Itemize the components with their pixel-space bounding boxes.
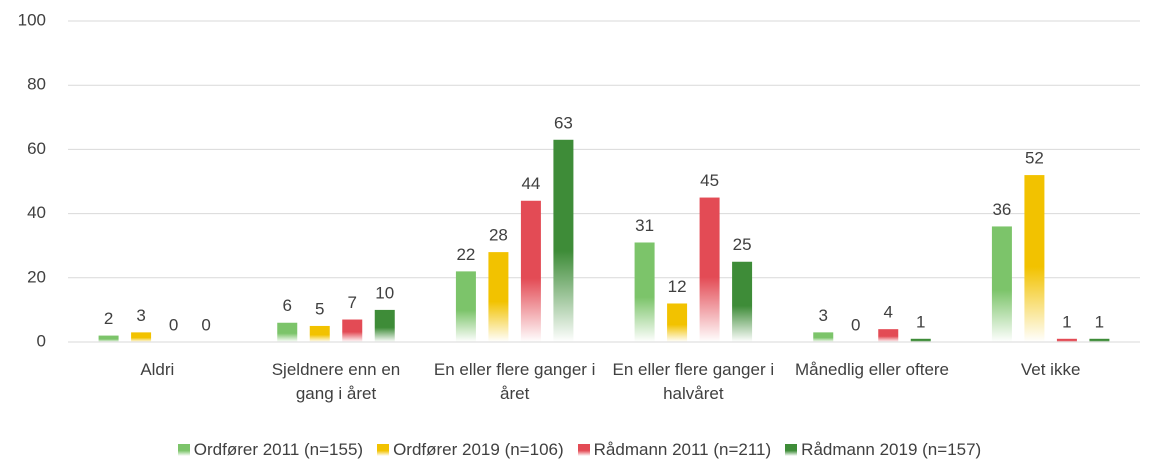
data-label: 52 <box>1025 149 1044 168</box>
bar <box>374 309 395 342</box>
legend-swatch <box>377 444 390 456</box>
data-label: 3 <box>136 306 145 325</box>
bar <box>553 139 574 342</box>
legend-swatch <box>177 444 190 456</box>
bar <box>1024 175 1045 342</box>
data-label: 25 <box>733 235 752 254</box>
data-label: 45 <box>700 171 719 190</box>
legend-swatch <box>785 444 798 456</box>
bar <box>488 252 509 342</box>
y-tick-label: 60 <box>27 139 46 158</box>
data-label: 63 <box>554 113 573 132</box>
data-label: 6 <box>283 296 292 315</box>
y-tick-label: 40 <box>27 203 46 222</box>
legend-swatch <box>577 444 590 456</box>
legend-item: Rådmann 2019 (n=157) <box>785 440 981 460</box>
data-label: 22 <box>456 245 475 264</box>
bar <box>309 325 330 342</box>
legend-label: Ordfører 2011 (n=155) <box>193 440 364 459</box>
bar <box>520 200 541 342</box>
data-label: 5 <box>315 299 324 318</box>
x-tick-label: En eller flere ganger i året <box>433 360 596 403</box>
x-tick-label: En eller flere ganger i halvåret <box>612 360 775 403</box>
bar <box>277 322 298 342</box>
x-tick-label: Sjeldnere enn en gang i året <box>271 360 401 403</box>
data-label: 1 <box>916 312 925 331</box>
legend-label: Rådmann 2011 (n=211) <box>593 440 772 459</box>
bar <box>910 338 931 342</box>
data-label: 0 <box>851 315 860 334</box>
bar <box>1056 338 1077 342</box>
bar <box>813 332 834 342</box>
data-label: 4 <box>884 303 893 322</box>
x-tick-label: Aldri <box>140 360 175 379</box>
data-label: 10 <box>375 283 394 302</box>
legend-item: Ordfører 2011 (n=155) <box>177 440 364 460</box>
data-label: 7 <box>348 293 357 312</box>
data-label: 28 <box>489 226 508 245</box>
x-tick-label: Vet ikke <box>1020 360 1081 379</box>
bar <box>455 271 476 342</box>
data-label: 12 <box>668 277 687 296</box>
x-tick-label: Månedlig eller oftere <box>794 360 950 379</box>
data-label: 44 <box>521 174 540 193</box>
data-label: 1 <box>1095 312 1104 331</box>
bar <box>991 226 1012 342</box>
data-label: 2 <box>104 309 113 328</box>
legend-item: Rådmann 2011 (n=211) <box>577 440 772 460</box>
y-tick-label: 100 <box>18 10 46 29</box>
legend: Ordfører 2011 (n=155) Ordfører 2019 (n=10… <box>0 440 1159 460</box>
bar <box>131 332 152 342</box>
bar <box>1089 338 1110 342</box>
y-tick-label: 20 <box>27 267 46 286</box>
bar <box>732 261 753 342</box>
data-label: 0 <box>201 315 210 334</box>
data-label: 31 <box>635 216 654 235</box>
y-tick-label: 0 <box>37 331 46 350</box>
y-tick-label: 80 <box>27 75 46 94</box>
bar <box>634 242 655 342</box>
data-label: 1 <box>1062 312 1071 331</box>
data-label: 3 <box>819 306 828 325</box>
bar <box>667 303 688 342</box>
bar <box>878 329 899 342</box>
bar <box>98 335 119 342</box>
data-label: 0 <box>169 315 178 334</box>
bar <box>342 319 363 342</box>
legend-label: Ordfører 2019 (n=106) <box>393 440 564 459</box>
legend-item: Ordfører 2019 (n=106) <box>377 440 564 460</box>
data-label: 36 <box>992 200 1011 219</box>
bar <box>699 197 720 342</box>
legend-label: Rådmann 2019 (n=157) <box>801 440 982 459</box>
